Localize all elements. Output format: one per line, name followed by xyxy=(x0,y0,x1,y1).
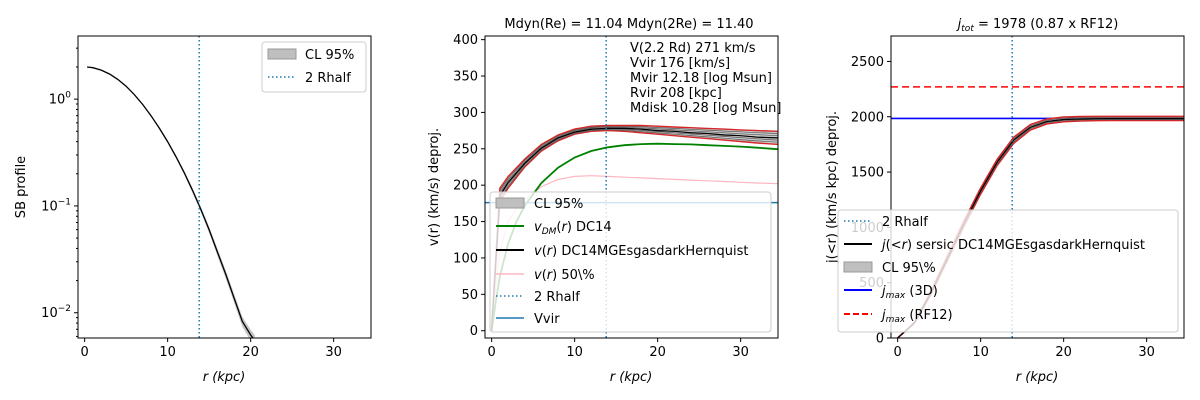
vel-sample-curve xyxy=(490,124,778,328)
sb-ytick-label: 100 xyxy=(49,91,72,108)
sb-cl-band xyxy=(87,67,255,338)
vel-ytick-label: 100 xyxy=(453,251,478,266)
j-ytick-label: 0 xyxy=(876,332,884,347)
sb-profile-line xyxy=(87,66,254,338)
vel-legend-band-swatch xyxy=(495,197,525,209)
j-xtick-label: 0 xyxy=(893,345,901,360)
vel-annotation-line: Rvir 208 [kpc] xyxy=(630,86,722,101)
j-legend-j3d-label: jmax (3D) xyxy=(880,284,938,301)
vel-sample-curve xyxy=(491,126,778,329)
vel-legend-50-label: v(r) 50\% xyxy=(534,268,595,283)
vel-legend: CL 95% vDM(r) DC14 v(r) DC14MGEsgasdarkH… xyxy=(489,191,772,333)
j-legend-rf12-label: jmax (RF12) xyxy=(880,308,953,325)
j-legend-rhalf-label: 2 Rhalf xyxy=(882,215,928,230)
vel-xtick-label: 20 xyxy=(649,345,666,360)
vel-legend-total-label: v(r) DC14MGEsgasdarkHernquist xyxy=(534,244,748,259)
vel-title: Mdyn(Re) = 11.04 Mdyn(2Re) = 11.40 xyxy=(504,17,753,32)
panel-velocity: Mdyn(Re) = 11.04 Mdyn(2Re) = 11.40 0 10 20… xyxy=(427,17,781,385)
vel-sample-curve xyxy=(490,129,778,331)
sb-ytick-label: 10−1 xyxy=(41,197,71,214)
sb-legend-band-label: CL 95% xyxy=(305,48,354,63)
j-legend-band-swatch xyxy=(843,261,873,273)
j-title: jtot = 1978 (0.87 x RF12) xyxy=(956,17,1119,34)
j-legend-band-label: CL 95\% xyxy=(882,261,936,276)
j-ytick-label: 2500 xyxy=(851,55,884,70)
panel-angular-momentum: jtot = 1978 (0.87 x RF12) 01020300500100… xyxy=(825,17,1185,385)
panel-sb-profile: 0 10 20 30 100 10−1 10−2 r (kpc) SB profile CL… xyxy=(14,35,372,385)
sb-legend-band-swatch xyxy=(267,48,297,60)
vel-ytick-label: 300 xyxy=(453,106,478,121)
sb-ticks: 0 10 20 30 100 10−1 10−2 xyxy=(41,47,342,360)
sb-ylabel: SB profile xyxy=(14,156,29,218)
j-xlabel: r (kpc) xyxy=(1016,370,1059,385)
sb-plot-area xyxy=(87,36,255,338)
sb-xtick-label: 30 xyxy=(325,345,342,360)
vel-sample-curve xyxy=(491,128,778,330)
j-xtick-label: 10 xyxy=(972,345,989,360)
vel-xlabel: r (kpc) xyxy=(610,370,653,385)
vel-xtick-label: 0 xyxy=(487,345,495,360)
j-ylabel: j(<r) (km/s kpc) deproj. xyxy=(825,111,840,264)
sb-legend-rhalf-label: 2 Rhalf xyxy=(305,71,351,86)
vel-legend-dm-label: vDM(r) DC14 xyxy=(534,220,612,237)
sb-ytick-label: 10−2 xyxy=(41,304,71,321)
vel-ytick-label: 200 xyxy=(453,179,478,194)
sb-xtick-label: 10 xyxy=(159,345,176,360)
vel-annotation-line: Vvir 176 [km/s] xyxy=(630,56,730,71)
j-legend: 2 Rhalf j(<r) sersic DC14MGEsgasdarkHern… xyxy=(837,209,1179,333)
j-axes-frame xyxy=(890,35,1185,339)
vel-xtick-label: 10 xyxy=(566,345,583,360)
vel-legend-rhalf-label: 2 Rhalf xyxy=(534,290,580,305)
vel-sample-curve xyxy=(491,126,778,328)
vel-annotation-line: Mdisk 10.28 [log Msun] xyxy=(630,101,781,116)
vel-ytick-label: 150 xyxy=(453,215,478,230)
j-legend-frame xyxy=(837,209,1179,333)
vel-legend-vvir-label: Vvir xyxy=(534,312,560,327)
vel-ytick-label: 50 xyxy=(461,288,478,303)
vel-vtotal-line xyxy=(491,127,778,331)
vel-xtick-label: 30 xyxy=(732,345,749,360)
sb-xtick-label: 20 xyxy=(242,345,259,360)
vel-ytick-label: 250 xyxy=(453,142,478,157)
vel-annotation: V(2.2 Rd) 271 km/s Vvir 176 [km/s] Mvir … xyxy=(630,41,781,116)
j-legend-total-label: j(<r) sersic DC14MGEsgasdarkHernquist xyxy=(880,238,1145,253)
vel-ylabel: v(r) (km/s) deproj. xyxy=(427,128,442,246)
vel-annotation-line: V(2.2 Rd) 271 km/s xyxy=(630,41,756,56)
vel-ytick-label: 400 xyxy=(453,33,478,48)
vel-axes-frame xyxy=(484,35,779,339)
j-xtick-label: 30 xyxy=(1138,345,1155,360)
vel-annotation-line: Mvir 12.18 [log Msun] xyxy=(630,71,772,86)
vel-legend-frame xyxy=(489,191,772,333)
vel-ytick-label: 0 xyxy=(470,324,478,339)
sb-xtick-label: 0 xyxy=(80,345,88,360)
sb-axes-frame xyxy=(77,35,372,339)
sb-xlabel: r (kpc) xyxy=(203,370,246,385)
vel-ytick-label: 350 xyxy=(453,70,478,85)
vel-sample-curve xyxy=(491,129,778,331)
j-ytick-label: 2000 xyxy=(851,110,884,125)
j-xtick-label: 20 xyxy=(1055,345,1072,360)
j-ytick-label: 1500 xyxy=(851,166,884,181)
vel-legend-band-label: CL 95% xyxy=(534,197,583,212)
sb-legend: CL 95% 2 Rhalf xyxy=(261,41,367,93)
